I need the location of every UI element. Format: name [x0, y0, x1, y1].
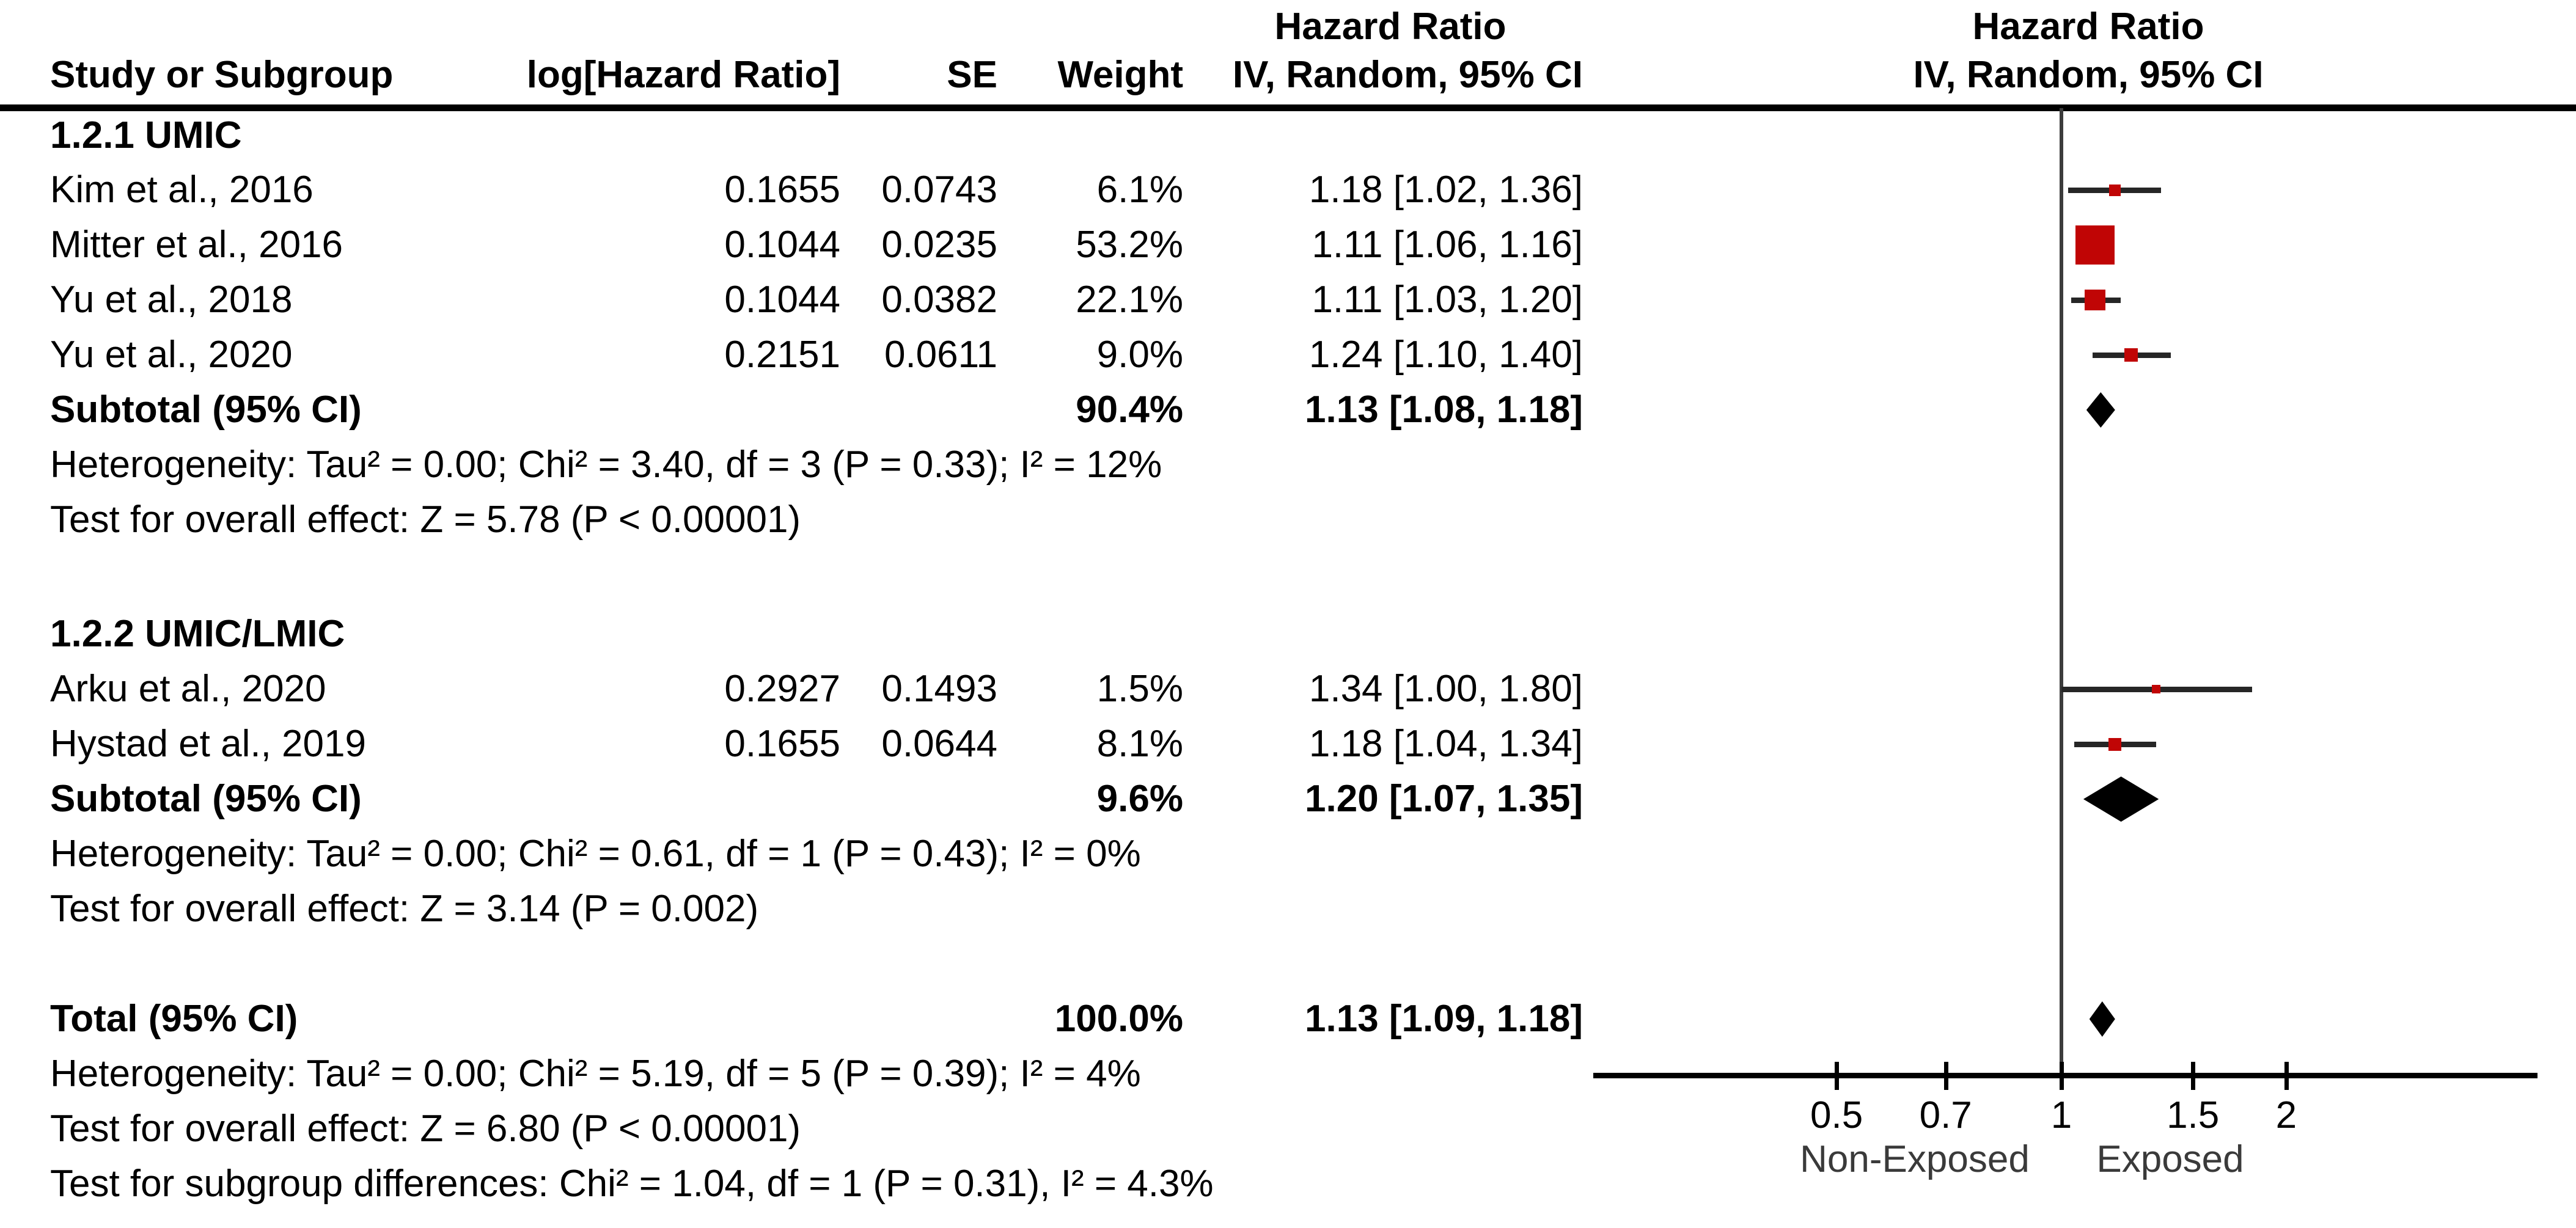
- loghr-value: 0.1044: [724, 224, 840, 266]
- study-name: Hystad et al., 2019: [50, 723, 366, 765]
- subtotal-label: Subtotal (95% CI): [50, 778, 362, 820]
- effect-square: [2152, 685, 2161, 693]
- group-label-row: 1.2.2 UMIC/LMIC: [0, 612, 2576, 656]
- axis-label-non-exposed: Non-Exposed: [1800, 1138, 2030, 1180]
- total-overall-effect-row: Test for overall effect: Z = 6.80 (P < 0…: [0, 1107, 2576, 1151]
- group-label: 1.2.2 UMIC/LMIC: [50, 613, 345, 655]
- header-row-1: Hazard Ratio Hazard Ratio: [0, 5, 2576, 49]
- study-name: Arku et al., 2020: [50, 668, 326, 710]
- ci-value: 1.11 [1.03, 1.20]: [1312, 279, 1583, 321]
- overall-effect-row: Test for overall effect: Z = 3.14 (P = 0…: [0, 887, 2576, 931]
- header-row-2: Study or Subgroup log[Hazard Ratio] SE W…: [0, 53, 2576, 97]
- ci-value: 1.24 [1.10, 1.40]: [1308, 334, 1583, 376]
- weight-value: 1.5%: [1096, 668, 1183, 710]
- axis-tick: [2191, 1062, 2196, 1090]
- study-column-header: Study or Subgroup: [50, 54, 394, 96]
- se-value: 0.0235: [881, 224, 997, 266]
- study-row: Kim et al., 2016 0.1655 0.0743 6.1% 1.18 [1.…: [0, 168, 2576, 212]
- se-value: 0.0743: [881, 169, 997, 211]
- study-name: Kim et al., 2016: [50, 169, 314, 211]
- group-label: 1.2.1 UMIC: [50, 114, 242, 156]
- loghr-value: 0.1655: [724, 723, 840, 765]
- subgroup-differences-row: Test for subgroup differences: Chi² = 1.…: [0, 1162, 2576, 1206]
- total-weight: 100.0%: [1054, 998, 1183, 1040]
- subtotal-ci: 1.20 [1.07, 1.35]: [1305, 778, 1583, 820]
- subtotal-weight: 9.6%: [1096, 778, 1183, 820]
- loghr-value: 0.1655: [724, 169, 840, 211]
- group-label-row: 1.2.1 UMIC: [0, 114, 2576, 158]
- loghr-value: 0.1044: [724, 279, 840, 321]
- axis-tick: [1943, 1062, 1948, 1090]
- study-name: Mitter et al., 2016: [50, 224, 343, 266]
- se-value: 0.0644: [881, 723, 997, 765]
- axis-tick: [1835, 1062, 1840, 1090]
- effect-measure-title-right: Hazard Ratio: [1972, 5, 2204, 48]
- subtotal-ci: 1.13 [1.08, 1.18]: [1305, 389, 1583, 431]
- ci-value: 1.11 [1.06, 1.16]: [1312, 224, 1583, 266]
- overall-effect-row: Test for overall effect: Z = 5.78 (P < 0…: [0, 498, 2576, 542]
- se-column-header: SE: [947, 54, 997, 96]
- total-row: Total (95% CI) 100.0% 1.13 [1.09, 1.18]: [0, 997, 2576, 1041]
- effect-square: [2085, 290, 2106, 310]
- study-row: Hystad et al., 2019 0.1655 0.0644 8.1% 1.18 …: [0, 722, 2576, 766]
- weight-value: 22.1%: [1076, 279, 1183, 321]
- weight-value: 8.1%: [1096, 723, 1183, 765]
- weight-value: 6.1%: [1096, 169, 1183, 211]
- axis-tick-label: 2: [2275, 1094, 2297, 1136]
- subtotal-label: Subtotal (95% CI): [50, 389, 362, 431]
- study-row: Mitter et al., 2016 0.1044 0.0235 53.2% 1.11…: [0, 223, 2576, 267]
- ci-value: 1.34 [1.00, 1.80]: [1308, 668, 1583, 710]
- effect-measure-title-left: Hazard Ratio: [1274, 5, 1506, 48]
- axis-tick: [2284, 1062, 2289, 1090]
- overall-effect-note: Test for overall effect: Z = 6.80 (P < 0…: [50, 1108, 801, 1150]
- total-heterogeneity-row: Heterogeneity: Tau² = 0.00; Chi² = 5.19,…: [0, 1052, 2576, 1096]
- subtotal-weight: 90.4%: [1076, 389, 1183, 431]
- heterogeneity-note: Heterogeneity: Tau² = 0.00; Chi² = 5.19,…: [50, 1053, 1141, 1095]
- heterogeneity-note: Heterogeneity: Tau² = 0.00; Chi² = 3.40,…: [50, 444, 1162, 486]
- null-effect-line: [2060, 108, 2063, 1078]
- se-value: 0.0382: [881, 279, 997, 321]
- loghr-value: 0.2927: [724, 668, 840, 710]
- total-ci: 1.13 [1.09, 1.18]: [1305, 998, 1583, 1040]
- subgroup-differences-note: Test for subgroup differences: Chi² = 1.…: [50, 1163, 1214, 1205]
- se-value: 0.0611: [884, 334, 997, 376]
- se-value: 0.1493: [881, 668, 997, 710]
- heterogeneity-note: Heterogeneity: Tau² = 0.00; Chi² = 0.61,…: [50, 833, 1141, 875]
- study-row: Yu et al., 2020 0.2151 0.0611 9.0% 1.24 [1.1…: [0, 333, 2576, 377]
- header-rule: [0, 104, 2576, 111]
- ci-value: 1.18 [1.02, 1.36]: [1308, 169, 1583, 211]
- axis-label-exposed: Exposed: [2096, 1138, 2244, 1180]
- ci-column-header: IV, Random, 95% CI: [1232, 54, 1583, 96]
- axis-tick-label: 0.5: [1810, 1094, 1863, 1136]
- study-name: Yu et al., 2020: [50, 334, 293, 376]
- loghr-value: 0.2151: [724, 334, 840, 376]
- heterogeneity-row: Heterogeneity: Tau² = 0.00; Chi² = 3.40,…: [0, 443, 2576, 487]
- effect-square: [2075, 225, 2115, 265]
- heterogeneity-row: Heterogeneity: Tau² = 0.00; Chi² = 0.61,…: [0, 832, 2576, 876]
- plot-column-header: IV, Random, 95% CI: [1913, 54, 2264, 96]
- study-name: Yu et al., 2018: [50, 279, 293, 321]
- overall-effect-note: Test for overall effect: Z = 3.14 (P = 0…: [50, 888, 759, 930]
- total-label: Total (95% CI): [50, 998, 298, 1040]
- axis-tick-label: 1: [2050, 1094, 2072, 1136]
- overall-effect-note: Test for overall effect: Z = 5.78 (P < 0…: [50, 499, 801, 541]
- subtotal-row: Subtotal (95% CI) 90.4% 1.13 [1.08, 1.18]: [0, 388, 2576, 432]
- ci-value: 1.18 [1.04, 1.34]: [1308, 723, 1583, 765]
- effect-square: [2124, 348, 2138, 362]
- subtotal-row: Subtotal (95% CI) 9.6% 1.20 [1.07, 1.35]: [0, 777, 2576, 821]
- axis-tick: [2060, 1062, 2064, 1090]
- weight-value: 53.2%: [1076, 224, 1183, 266]
- study-row: Arku et al., 2020 0.2927 0.1493 1.5% 1.34 [1…: [0, 667, 2576, 711]
- axis-tick-label: 1.5: [2167, 1094, 2220, 1136]
- weight-column-header: Weight: [1057, 54, 1184, 96]
- x-axis: [1593, 1073, 2537, 1078]
- effect-square: [2109, 184, 2121, 196]
- axis-tick-label: 0.7: [1919, 1094, 1972, 1136]
- study-row: Yu et al., 2018 0.1044 0.0382 22.1% 1.11 [1.…: [0, 278, 2576, 322]
- effect-square: [2108, 737, 2122, 751]
- loghr-column-header: log[Hazard Ratio]: [526, 54, 840, 96]
- weight-value: 9.0%: [1096, 334, 1183, 376]
